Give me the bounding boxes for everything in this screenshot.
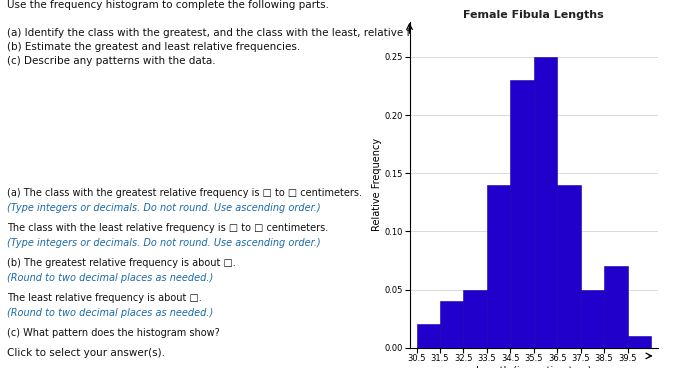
Text: (Type integers or decimals. Do not round. Use ascending order.): (Type integers or decimals. Do not round… — [7, 238, 321, 248]
X-axis label: Length (in centimeters): Length (in centimeters) — [476, 366, 592, 368]
Bar — [440, 301, 463, 348]
Text: (Round to two decimal places as needed.): (Round to two decimal places as needed.) — [7, 273, 214, 283]
Text: Use the frequency histogram to complete the following parts.

(a) Identify the c: Use the frequency histogram to complete … — [7, 0, 461, 66]
Bar — [510, 80, 533, 348]
Y-axis label: Relative Frequency: Relative Frequency — [372, 138, 382, 231]
Text: (c) What pattern does the histogram show?: (c) What pattern does the histogram show… — [7, 328, 220, 338]
Text: (b) The greatest relative frequency is about □.: (b) The greatest relative frequency is a… — [7, 258, 236, 268]
Bar — [580, 290, 604, 348]
Bar — [557, 185, 580, 348]
Text: (Type integers or decimals. Do not round. Use ascending order.): (Type integers or decimals. Do not round… — [7, 203, 321, 213]
Bar — [627, 336, 651, 348]
Bar — [416, 325, 440, 348]
Bar — [604, 266, 627, 348]
Bar — [463, 290, 487, 348]
Text: The class with the least relative frequency is □ to □ centimeters.: The class with the least relative freque… — [7, 223, 328, 233]
Bar — [533, 57, 557, 348]
Bar — [487, 185, 510, 348]
Text: The least relative frequency is about □.: The least relative frequency is about □. — [7, 293, 202, 303]
Title: Female Fibula Lengths: Female Fibula Lengths — [463, 10, 604, 20]
Text: (a) The class with the greatest relative frequency is □ to □ centimeters.: (a) The class with the greatest relative… — [7, 188, 362, 198]
Text: (Round to two decimal places as needed.): (Round to two decimal places as needed.) — [7, 308, 214, 318]
Text: Click to select your answer(s).: Click to select your answer(s). — [7, 348, 165, 358]
